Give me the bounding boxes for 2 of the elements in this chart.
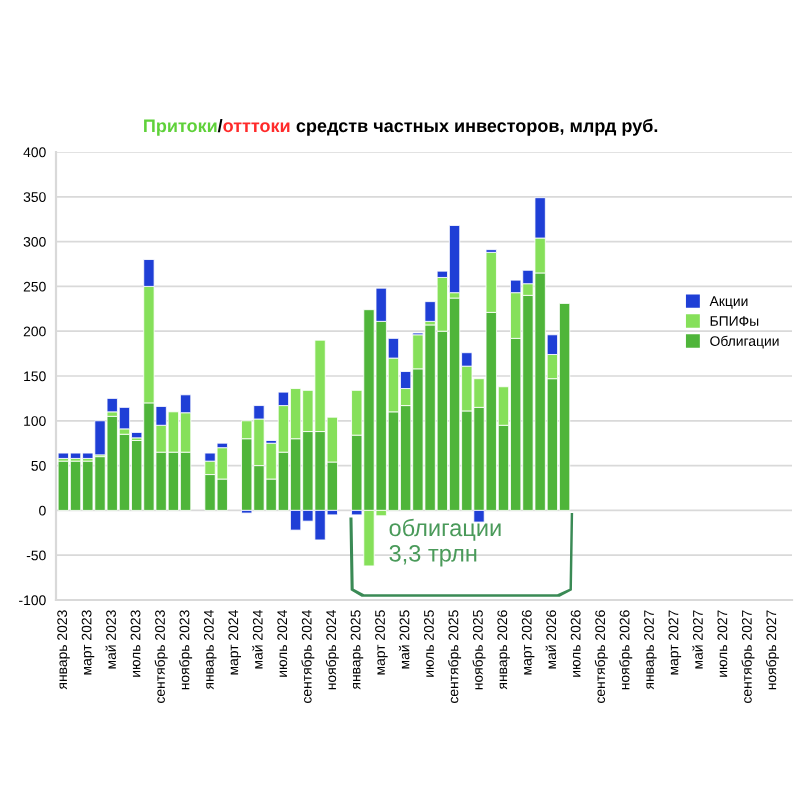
- chart-title: Притоки/отттоки средств частных инвесторов, млрд руб.: [144, 118, 658, 136]
- annotation: облигации 3,3 трлн: [389, 518, 501, 567]
